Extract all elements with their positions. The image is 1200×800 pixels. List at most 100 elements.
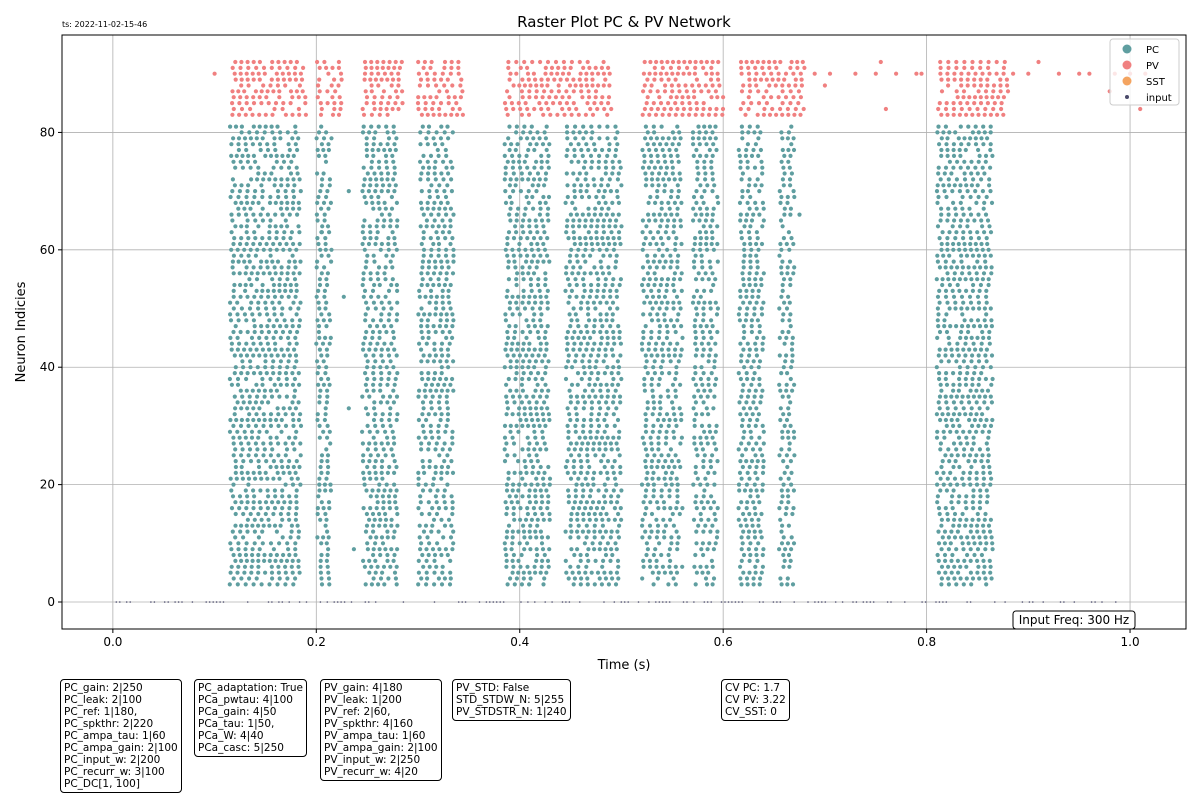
spike-point (394, 247, 399, 252)
spike-point (937, 265, 943, 270)
spike-point (229, 564, 234, 569)
spike-point (646, 200, 651, 205)
spike-point (293, 406, 298, 411)
spike-point (515, 306, 520, 311)
spike-point (984, 488, 989, 493)
spike-point (951, 200, 956, 205)
spike-point (780, 494, 785, 499)
spike-point (611, 488, 616, 493)
spike-point (369, 112, 374, 117)
spike-point (449, 59, 454, 65)
spike-point (693, 329, 698, 335)
spike-point (952, 564, 957, 569)
spike-point (943, 570, 948, 575)
spike-point (747, 177, 752, 182)
spike-point (244, 194, 249, 200)
spike-point (521, 288, 526, 293)
spike-point (767, 112, 773, 117)
spike-point (259, 324, 264, 329)
spike-point (661, 177, 666, 182)
spike-point (567, 95, 572, 100)
spike-point (507, 183, 512, 188)
spike-point (614, 570, 620, 575)
spike-point (693, 464, 698, 470)
spike-point (379, 312, 384, 317)
spike-point (676, 65, 682, 70)
spike-point (372, 171, 377, 176)
spike-point (253, 236, 258, 241)
spike-point (590, 247, 595, 252)
spike-point (707, 353, 712, 358)
spike-point (666, 453, 671, 458)
spike-point (974, 429, 979, 434)
spike-point (511, 441, 517, 446)
spike-point (260, 541, 265, 546)
spike-point (950, 552, 955, 558)
spike-point (447, 447, 452, 452)
spike-point (787, 412, 792, 417)
spike-point (693, 277, 699, 282)
spike-point (962, 136, 967, 141)
spike-point (597, 447, 602, 452)
spike-point (270, 277, 275, 282)
spike-point (781, 459, 786, 464)
spike-point (982, 112, 987, 117)
spike-point (321, 359, 326, 364)
spike-point (693, 59, 698, 65)
spike-point (738, 218, 743, 223)
spike-point (514, 218, 519, 223)
spike-point (738, 165, 743, 170)
spike-point (935, 306, 941, 311)
spike-point (417, 294, 422, 299)
spike-point (249, 429, 255, 434)
spike-point (538, 347, 543, 352)
spike-point (746, 71, 752, 76)
spike-point (789, 171, 795, 176)
spike-point (380, 183, 386, 188)
spike-point (657, 95, 662, 100)
spike-point (389, 194, 394, 200)
spike-point (780, 523, 785, 528)
spike-point (284, 382, 289, 387)
spike-point (678, 136, 683, 141)
spike-point (228, 417, 233, 423)
spike-point (268, 441, 273, 446)
spike-point (983, 394, 988, 399)
spike-point (955, 417, 960, 423)
spike-point (522, 159, 527, 164)
spike-point (670, 470, 675, 475)
spike-point (952, 535, 958, 540)
spike-point (249, 300, 254, 305)
spike-point (447, 329, 452, 335)
spike-point (439, 312, 444, 317)
spike-point (695, 165, 700, 170)
spike-point (950, 506, 955, 511)
spike-point (662, 318, 667, 323)
spike-point (326, 376, 331, 382)
spike-point (322, 212, 327, 217)
spike-point (507, 77, 512, 82)
spike-point (539, 494, 544, 499)
spike-point (952, 218, 957, 223)
spike-point (506, 59, 511, 65)
spike-point (448, 71, 453, 76)
spike-point (584, 77, 589, 82)
spike-point (297, 206, 302, 211)
spike-point (963, 341, 968, 346)
spike-point (240, 153, 245, 158)
spike-point (565, 277, 571, 282)
spike-point (268, 453, 273, 458)
spike-point (533, 95, 539, 100)
spike-point (583, 236, 588, 241)
spike-point (361, 558, 366, 564)
spike-point (537, 177, 542, 182)
spike-point (420, 124, 425, 129)
spike-point (699, 500, 704, 505)
spike-point (599, 459, 604, 464)
spike-point (658, 142, 663, 147)
spike-point (708, 464, 714, 470)
spike-point (738, 523, 743, 528)
spike-point (974, 453, 979, 458)
spike-point (293, 547, 298, 552)
spike-point (419, 359, 424, 364)
